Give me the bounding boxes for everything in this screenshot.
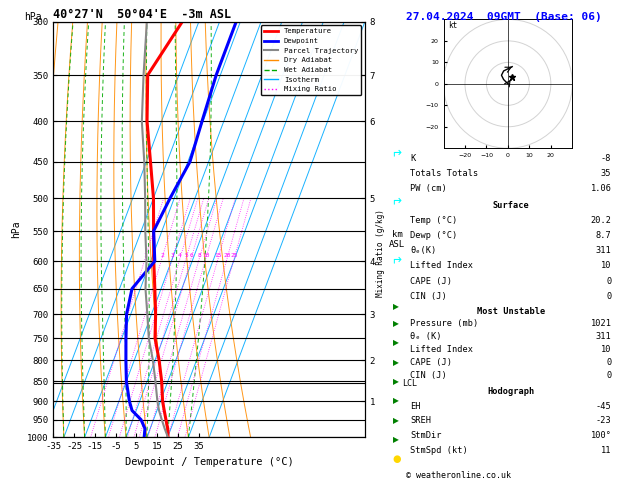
Text: 8.7: 8.7: [596, 231, 611, 240]
Text: Most Unstable: Most Unstable: [477, 307, 545, 315]
Text: 3: 3: [170, 253, 174, 258]
Text: 20: 20: [223, 253, 231, 258]
Text: ▶: ▶: [393, 319, 399, 328]
X-axis label: Dewpoint / Temperature (°C): Dewpoint / Temperature (°C): [125, 457, 294, 467]
Text: -8: -8: [601, 155, 611, 163]
Legend: Temperature, Dewpoint, Parcel Trajectory, Dry Adiabat, Wet Adiabat, Isotherm, Mi: Temperature, Dewpoint, Parcel Trajectory…: [261, 25, 361, 95]
Text: ▶: ▶: [393, 358, 399, 366]
Text: 5: 5: [184, 253, 188, 258]
Y-axis label: km
ASL: km ASL: [389, 230, 405, 249]
Text: ▶: ▶: [393, 302, 399, 311]
Text: 10: 10: [601, 345, 611, 354]
Text: ▶: ▶: [393, 338, 399, 347]
Text: 10: 10: [601, 261, 611, 270]
Text: 40°27'N  50°04'E  -3m ASL: 40°27'N 50°04'E -3m ASL: [53, 8, 231, 21]
Text: hPa: hPa: [24, 12, 42, 22]
Text: K: K: [410, 155, 415, 163]
Text: ↵: ↵: [391, 143, 401, 156]
Text: CIN (J): CIN (J): [410, 371, 447, 380]
Text: θₑ (K): θₑ (K): [410, 332, 442, 341]
Text: Lifted Index: Lifted Index: [410, 345, 473, 354]
Text: ↵: ↵: [391, 192, 401, 205]
Text: 311: 311: [596, 332, 611, 341]
Text: LCL: LCL: [402, 379, 417, 388]
Text: θₑ(K): θₑ(K): [410, 246, 437, 255]
Text: CAPE (J): CAPE (J): [410, 277, 452, 286]
Text: 15: 15: [214, 253, 222, 258]
Text: Totals Totals: Totals Totals: [410, 169, 478, 178]
Text: EH: EH: [410, 401, 421, 411]
Text: -23: -23: [596, 417, 611, 425]
Text: 1.06: 1.06: [591, 184, 611, 192]
Text: 0: 0: [606, 277, 611, 286]
Text: ▶: ▶: [393, 397, 399, 405]
Text: 0: 0: [606, 358, 611, 367]
Text: Temp (°C): Temp (°C): [410, 216, 457, 225]
Y-axis label: hPa: hPa: [11, 221, 21, 239]
Text: Pressure (mb): Pressure (mb): [410, 319, 478, 329]
Text: CAPE (J): CAPE (J): [410, 358, 452, 367]
Text: -45: -45: [596, 401, 611, 411]
Text: ▶: ▶: [393, 377, 399, 386]
Text: 20.2: 20.2: [591, 216, 611, 225]
Text: StmSpd (kt): StmSpd (kt): [410, 446, 468, 455]
Text: 8: 8: [198, 253, 201, 258]
Text: 6: 6: [189, 253, 193, 258]
Text: Mixing Ratio (g/kg): Mixing Ratio (g/kg): [376, 209, 385, 296]
Text: 100°: 100°: [591, 431, 611, 440]
Text: Surface: Surface: [493, 201, 529, 210]
Text: Dewp (°C): Dewp (°C): [410, 231, 457, 240]
Text: 1021: 1021: [591, 319, 611, 329]
Text: © weatheronline.co.uk: © weatheronline.co.uk: [406, 471, 511, 480]
Text: 10: 10: [202, 253, 209, 258]
Text: SREH: SREH: [410, 417, 431, 425]
Text: StmDir: StmDir: [410, 431, 442, 440]
Text: PW (cm): PW (cm): [410, 184, 447, 192]
Text: CIN (J): CIN (J): [410, 292, 447, 301]
Text: Lifted Index: Lifted Index: [410, 261, 473, 270]
Text: 0: 0: [606, 292, 611, 301]
Text: 1: 1: [143, 253, 147, 258]
Text: ↵: ↵: [391, 250, 401, 263]
Text: 0: 0: [606, 371, 611, 380]
Text: 27.04.2024  09GMT  (Base: 06): 27.04.2024 09GMT (Base: 06): [406, 12, 601, 22]
Text: 25: 25: [230, 253, 238, 258]
Text: 35: 35: [601, 169, 611, 178]
Text: 11: 11: [601, 446, 611, 455]
Text: ●: ●: [392, 454, 401, 464]
Text: 311: 311: [596, 246, 611, 255]
Text: kt: kt: [448, 21, 457, 30]
Text: Hodograph: Hodograph: [487, 387, 535, 396]
Text: ▶: ▶: [393, 416, 399, 425]
Text: 4: 4: [178, 253, 182, 258]
Text: 2: 2: [160, 253, 164, 258]
Text: ▶: ▶: [393, 435, 399, 444]
